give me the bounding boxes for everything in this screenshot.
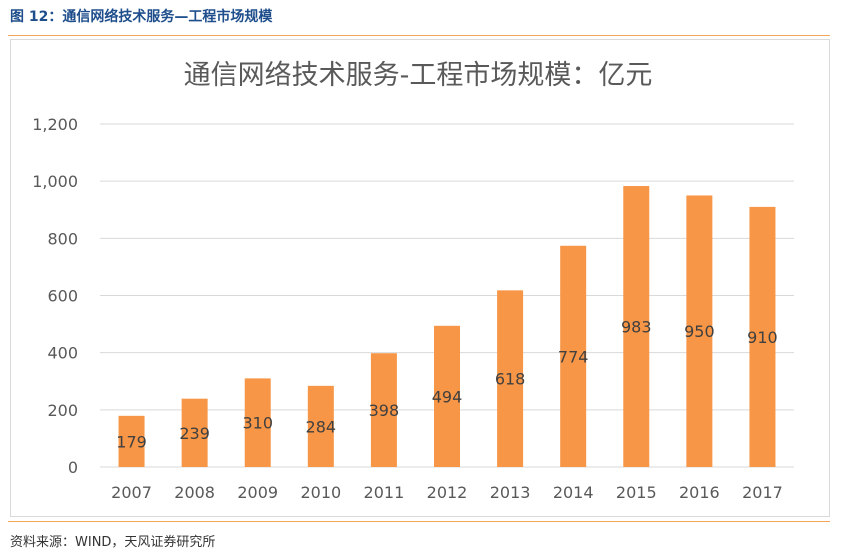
y-tick-label: 400 xyxy=(47,344,78,363)
x-tick-label: 2007 xyxy=(111,483,152,502)
x-tick-label: 2008 xyxy=(174,483,215,502)
data-label: 950 xyxy=(684,322,715,341)
data-label: 239 xyxy=(179,424,210,443)
bar xyxy=(434,325,460,467)
x-tick-label: 2017 xyxy=(742,483,783,502)
bar xyxy=(749,206,776,467)
data-label: 910 xyxy=(747,328,778,347)
bar xyxy=(181,398,208,467)
x-axis-labels: 2007 2008 2009 2010 2011 2012 2013 2014 2015 2016… xyxy=(111,483,783,502)
data-label: 310 xyxy=(242,414,273,433)
bar xyxy=(118,415,145,467)
bar xyxy=(560,245,587,467)
data-label: 179 xyxy=(116,432,147,451)
bar xyxy=(686,195,713,468)
y-tick-label: 1,000 xyxy=(32,172,78,191)
x-tick-label: 2011 xyxy=(364,483,405,502)
gridlines xyxy=(100,123,794,468)
y-tick-label: 600 xyxy=(47,287,78,306)
bar xyxy=(497,290,524,467)
data-labels: 179 239 310 284 398 494 618 774 983 950 910 xyxy=(116,318,777,452)
y-tick-label: 0 xyxy=(68,458,78,477)
top-divider xyxy=(8,35,830,36)
bar xyxy=(623,186,650,468)
chart-frame xyxy=(10,39,830,517)
data-label: 983 xyxy=(621,318,652,337)
bar xyxy=(307,385,334,467)
x-tick-label: 2009 xyxy=(237,483,278,502)
x-tick-label: 2013 xyxy=(490,483,531,502)
x-tick-label: 2016 xyxy=(679,483,720,502)
bars xyxy=(118,186,776,468)
x-tick-label: 2014 xyxy=(553,483,594,502)
x-tick-label: 2010 xyxy=(300,483,341,502)
x-tick-label: 2015 xyxy=(616,483,657,502)
chart-title: 通信网络技术服务-工程市场规模：亿元 xyxy=(184,60,653,91)
data-label: 494 xyxy=(432,387,463,406)
y-tick-label: 800 xyxy=(47,229,78,248)
bar xyxy=(244,378,271,467)
source-note: 资料来源：WIND，天风证券研究所 xyxy=(10,535,216,550)
data-label: 618 xyxy=(495,370,526,389)
y-tick-label: 1,200 xyxy=(32,115,78,134)
y-tick-label: 200 xyxy=(47,401,78,420)
data-label: 774 xyxy=(558,347,589,366)
x-tick-label: 2012 xyxy=(427,483,468,502)
bottom-divider xyxy=(8,521,830,522)
data-label: 284 xyxy=(306,417,337,436)
bar xyxy=(370,353,397,467)
y-axis-labels: 0 200 400 600 800 1,000 1,200 xyxy=(32,115,78,477)
figure-caption: 图 12：通信网络技术服务—工程市场规模 xyxy=(10,9,273,25)
data-label: 398 xyxy=(369,401,400,420)
